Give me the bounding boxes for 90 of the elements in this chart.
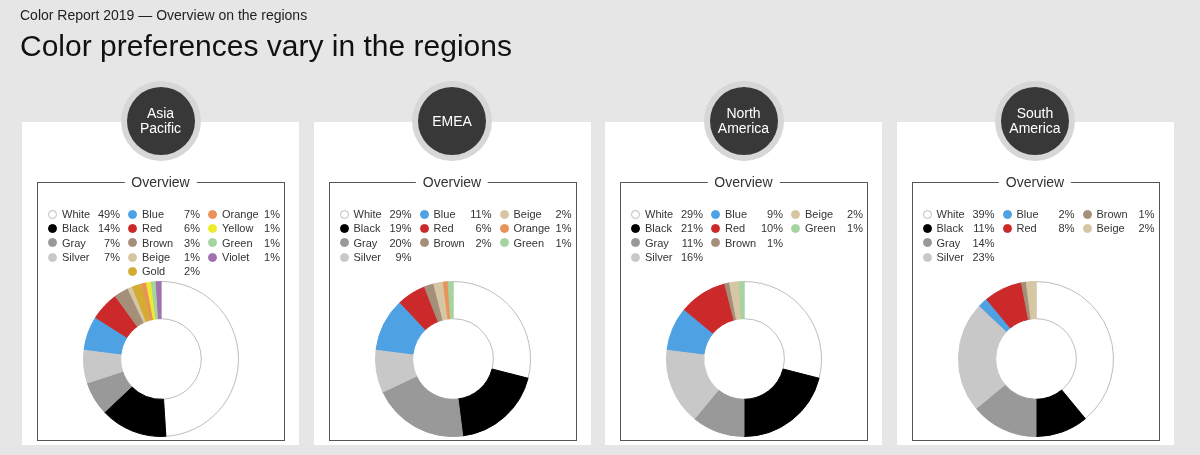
legend-label: Blue — [433, 208, 457, 221]
data-label: 11% — [470, 208, 492, 221]
data-label: 1% — [264, 236, 280, 249]
data-label: 6% — [475, 222, 492, 235]
data-label: 1% — [1138, 208, 1155, 221]
legend-label: Brown — [1096, 208, 1129, 221]
legend-label: Silver — [62, 251, 91, 264]
legend-label: White — [62, 208, 92, 221]
data-label: 16% — [680, 251, 703, 264]
legend-label: Green — [222, 236, 254, 249]
data-label: 9% — [767, 208, 783, 221]
legend-label: Blue — [1016, 208, 1040, 221]
legend-label: Red — [725, 222, 747, 235]
data-label: 1% — [555, 222, 572, 235]
data-label: 1% — [555, 236, 572, 249]
data-label: 1% — [264, 208, 280, 221]
legend-label: Black — [645, 222, 673, 235]
legend-label: Silver — [353, 251, 382, 264]
chart-title: EMEA — [431, 112, 473, 129]
legend-label: Gray — [936, 236, 962, 249]
legend-label: Blue — [142, 208, 166, 221]
data-label: 11% — [681, 236, 703, 249]
data-label: 10% — [760, 222, 783, 235]
chart-subtitle: Overview — [124, 174, 197, 190]
data-label: 8% — [1058, 222, 1075, 235]
data-label: 3% — [184, 236, 200, 249]
legend-label: Beige — [1096, 222, 1126, 235]
legend-label: Gold — [142, 265, 167, 278]
text: Color preferences vary in the regions — [20, 28, 512, 64]
data-label: 1% — [264, 222, 280, 235]
legend-label: Silver — [936, 251, 965, 264]
legend-label: Beige — [142, 251, 172, 264]
data-label: 9% — [395, 251, 412, 264]
legend-label: Violet — [222, 251, 251, 264]
legend-label: Brown — [142, 236, 175, 249]
text: Color Report 2019 — Overview on the regions — [20, 6, 309, 24]
legend-label: Gray — [62, 236, 87, 249]
legend-label: Red — [142, 222, 164, 235]
chart-subtitle: Overview — [998, 174, 1072, 190]
legend-label: Green — [513, 236, 546, 249]
legend-label: Brown — [433, 236, 466, 249]
data-label: 14% — [97, 222, 120, 235]
data-label: 7% — [104, 251, 120, 264]
data-label: 39% — [972, 208, 995, 221]
legend-label: Gray — [353, 236, 379, 249]
data-label: 2% — [184, 265, 200, 278]
data-label: 2% — [1138, 222, 1155, 235]
legend-label: Blue — [725, 208, 749, 221]
legend-label: Black — [62, 222, 90, 235]
legend-label: Yellow — [222, 222, 255, 235]
data-label: 7% — [104, 236, 120, 249]
legend-label: Black — [936, 222, 965, 235]
legend-label: Brown — [725, 236, 758, 249]
data-label: 19% — [389, 222, 412, 235]
chart-title: North America — [716, 105, 771, 136]
legend-label: Red — [1016, 222, 1038, 235]
legend-label: White — [353, 208, 383, 221]
data-label: 29% — [680, 208, 703, 221]
data-label: 11% — [973, 222, 995, 235]
chart-title: South America — [1008, 105, 1062, 136]
data-label: 1% — [264, 251, 280, 264]
data-label: 14% — [972, 236, 995, 249]
legend-label: Beige — [513, 208, 543, 221]
data-label: 1% — [847, 222, 863, 235]
data-label: 49% — [97, 208, 120, 221]
data-label: 2% — [475, 236, 492, 249]
chart-title: Asia Pacific — [138, 105, 183, 136]
legend-label: Silver — [645, 251, 674, 264]
chart-subtitle: Overview — [707, 174, 780, 190]
data-label: 20% — [389, 236, 412, 249]
legend-label: Gray — [645, 236, 670, 249]
data-label: 6% — [184, 222, 200, 235]
legend-label: White — [936, 208, 966, 221]
legend-label: White — [645, 208, 675, 221]
legend-label: Beige — [805, 208, 835, 221]
legend-label: Green — [805, 222, 837, 235]
data-label: 23% — [972, 251, 995, 264]
legend-label: Orange — [222, 208, 260, 221]
data-label: 2% — [555, 208, 572, 221]
legend-label: Orange — [513, 222, 552, 235]
data-label: 2% — [1058, 208, 1075, 221]
legend-label: Red — [433, 222, 455, 235]
data-label: 2% — [847, 208, 863, 221]
data-label: 1% — [767, 236, 783, 249]
data-label: 21% — [680, 222, 703, 235]
chart-subtitle: Overview — [415, 174, 489, 190]
legend-label: Black — [353, 222, 382, 235]
data-label: 29% — [389, 208, 412, 221]
data-label: 1% — [184, 251, 200, 264]
data-label: 7% — [184, 208, 200, 221]
